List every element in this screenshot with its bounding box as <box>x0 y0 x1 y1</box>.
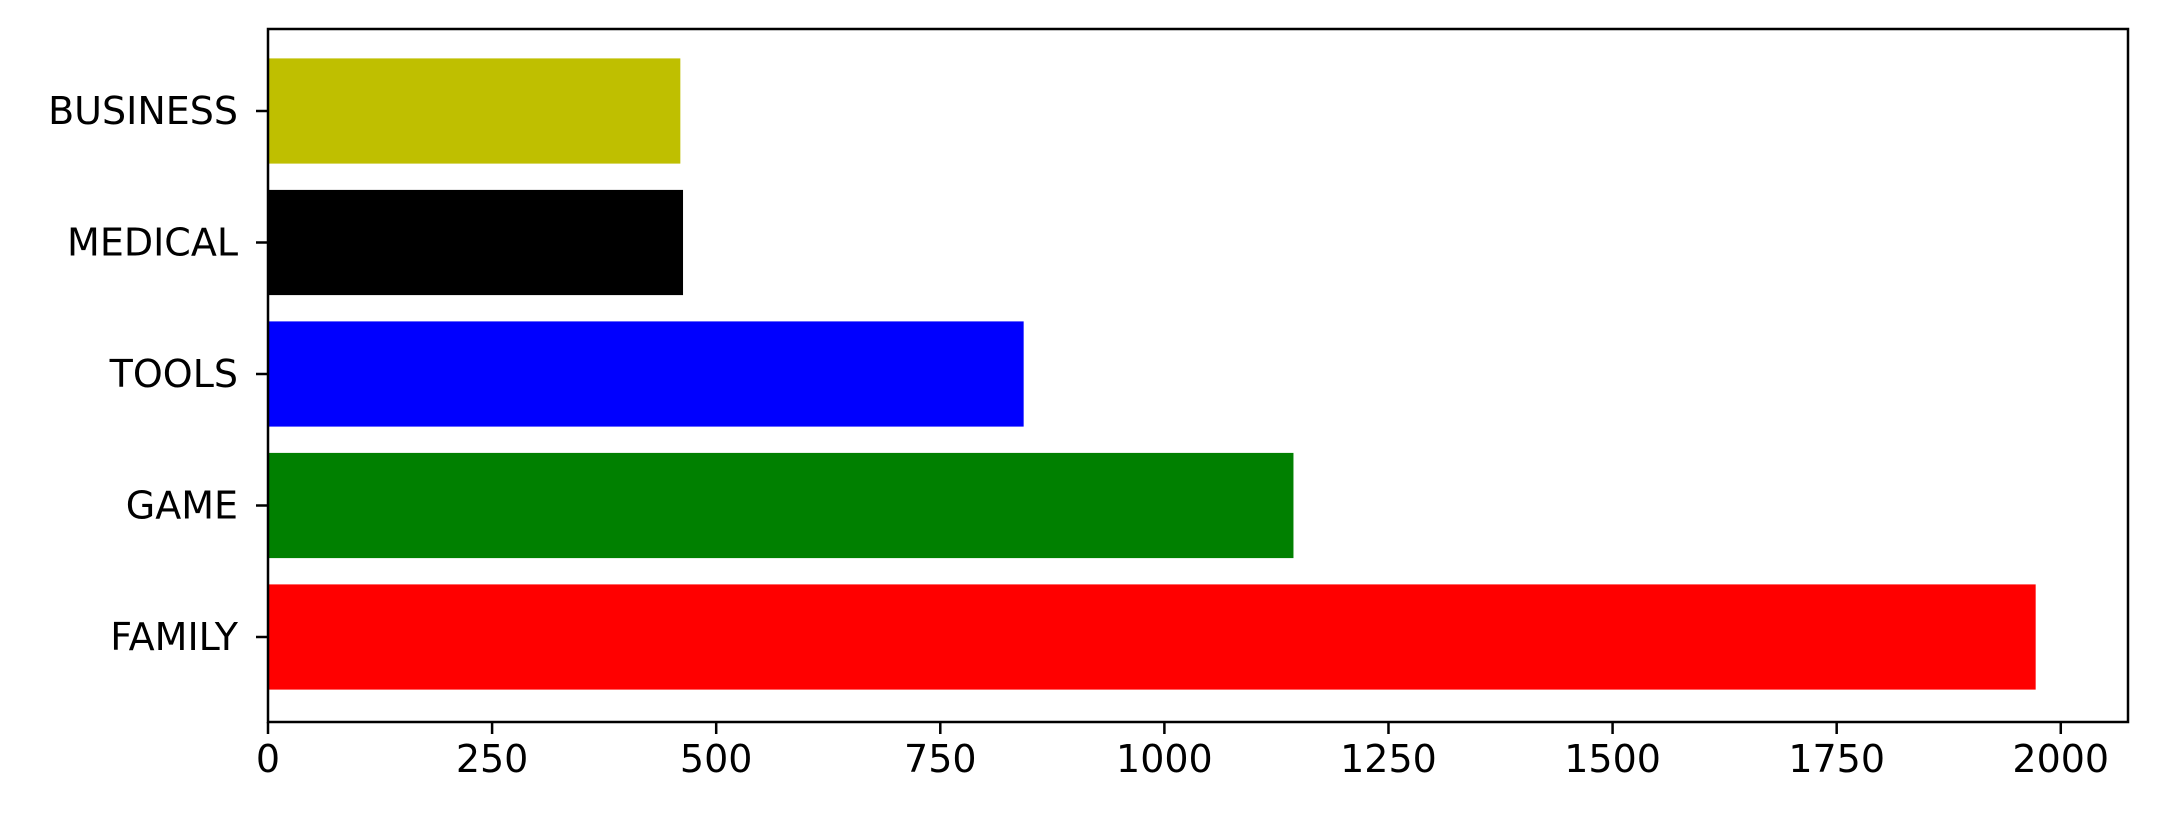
y-tick-label: BUSINESS <box>48 89 238 133</box>
x-axis-ticks: 0 250 500 750 1000 1250 1500 1750 2000 <box>256 722 2109 781</box>
bar-family <box>268 584 2036 690</box>
x-tick-label: 1750 <box>1788 737 1885 781</box>
x-tick-label: 1000 <box>1116 737 1213 781</box>
x-tick-label: 1250 <box>1340 737 1437 781</box>
bar-business <box>268 58 681 164</box>
bars-group <box>268 58 2036 690</box>
plot-frame <box>266 27 2130 724</box>
x-tick-label: 1500 <box>1564 737 1661 781</box>
y-axis-ticks: FAMILY GAME TOOLS MEDICAL BUSINESS <box>48 89 268 659</box>
x-tick-label: 0 <box>256 737 280 781</box>
y-tick-label: MEDICAL <box>67 221 238 265</box>
y-tick-label: TOOLS <box>109 352 238 396</box>
y-tick-label: FAMILY <box>110 615 238 659</box>
y-tick-label: GAME <box>126 484 238 528</box>
x-tick-label: 500 <box>680 737 753 781</box>
x-tick-label: 750 <box>904 737 977 781</box>
bar-game <box>268 452 1294 559</box>
bar-tools <box>268 321 1024 427</box>
x-tick-label: 250 <box>456 737 529 781</box>
x-tick-label: 2000 <box>2012 737 2109 781</box>
bar-medical <box>268 189 684 296</box>
